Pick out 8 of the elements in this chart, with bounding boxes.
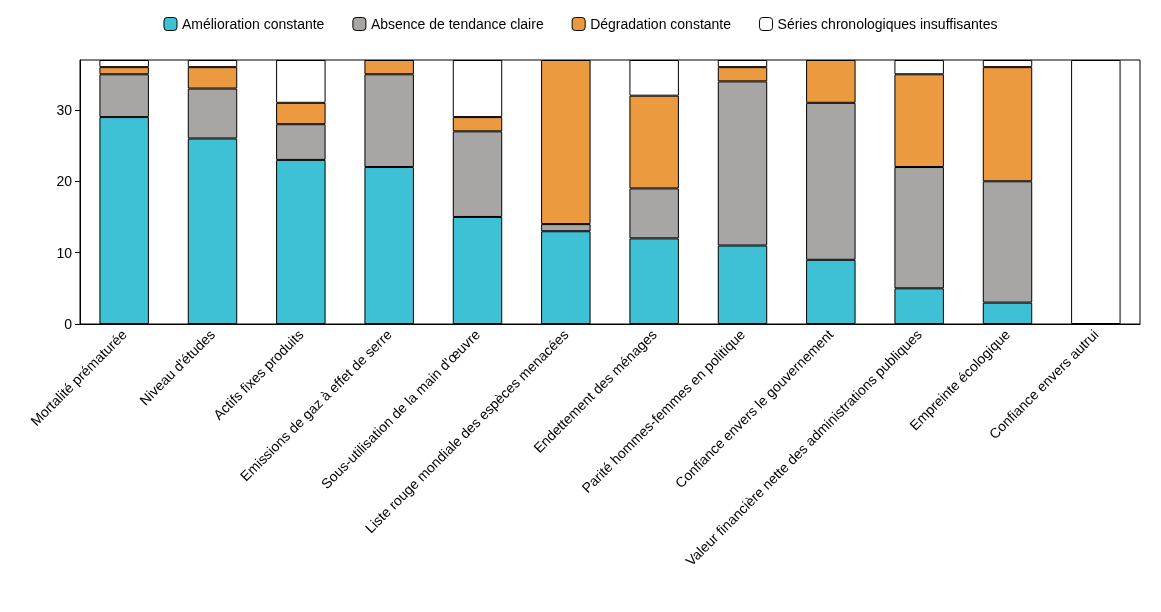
legend-label: Séries chronologiques insuffisantes xyxy=(777,16,998,32)
legend-label: Amélioration constante xyxy=(181,16,325,32)
y-tick-label: 0 xyxy=(64,316,73,332)
legend-label: Absence de tendance claire xyxy=(370,16,544,32)
y-tick-label: 30 xyxy=(56,101,73,118)
legend-label: Dégradation constante xyxy=(590,16,732,32)
y-tick-label: 10 xyxy=(56,244,73,261)
y-tick-label: 20 xyxy=(56,173,73,190)
